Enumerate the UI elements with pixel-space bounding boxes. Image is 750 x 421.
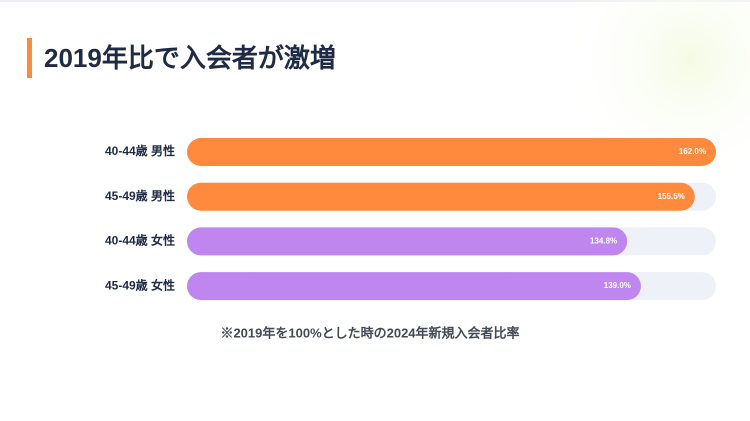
value-label: 139.0% [604,281,631,290]
bar [187,227,628,256]
title-accent [27,38,32,78]
category-label: 40-44歳 男性 [105,143,175,158]
bar-group: 40-44歳 男性 162.0% 45-49歳 男性 155.5% 40-44歳 女性 1… [105,138,716,301]
bar [187,182,695,211]
footnote: ※2019年を100%とした時の2024年新規入会者比率 [220,325,519,340]
bar [187,138,716,166]
bar [187,272,641,301]
category-label: 45-49歳 女性 [105,277,175,292]
value-label: 134.8% [590,237,617,246]
value-label: 162.0% [679,147,706,156]
value-label: 155.5% [658,192,685,201]
top-border [0,0,750,2]
category-label: 40-44歳 女性 [105,233,175,248]
category-label: 45-49歳 男性 [105,188,175,203]
chart-title: 2019年比で入会者が激増 [44,43,336,73]
